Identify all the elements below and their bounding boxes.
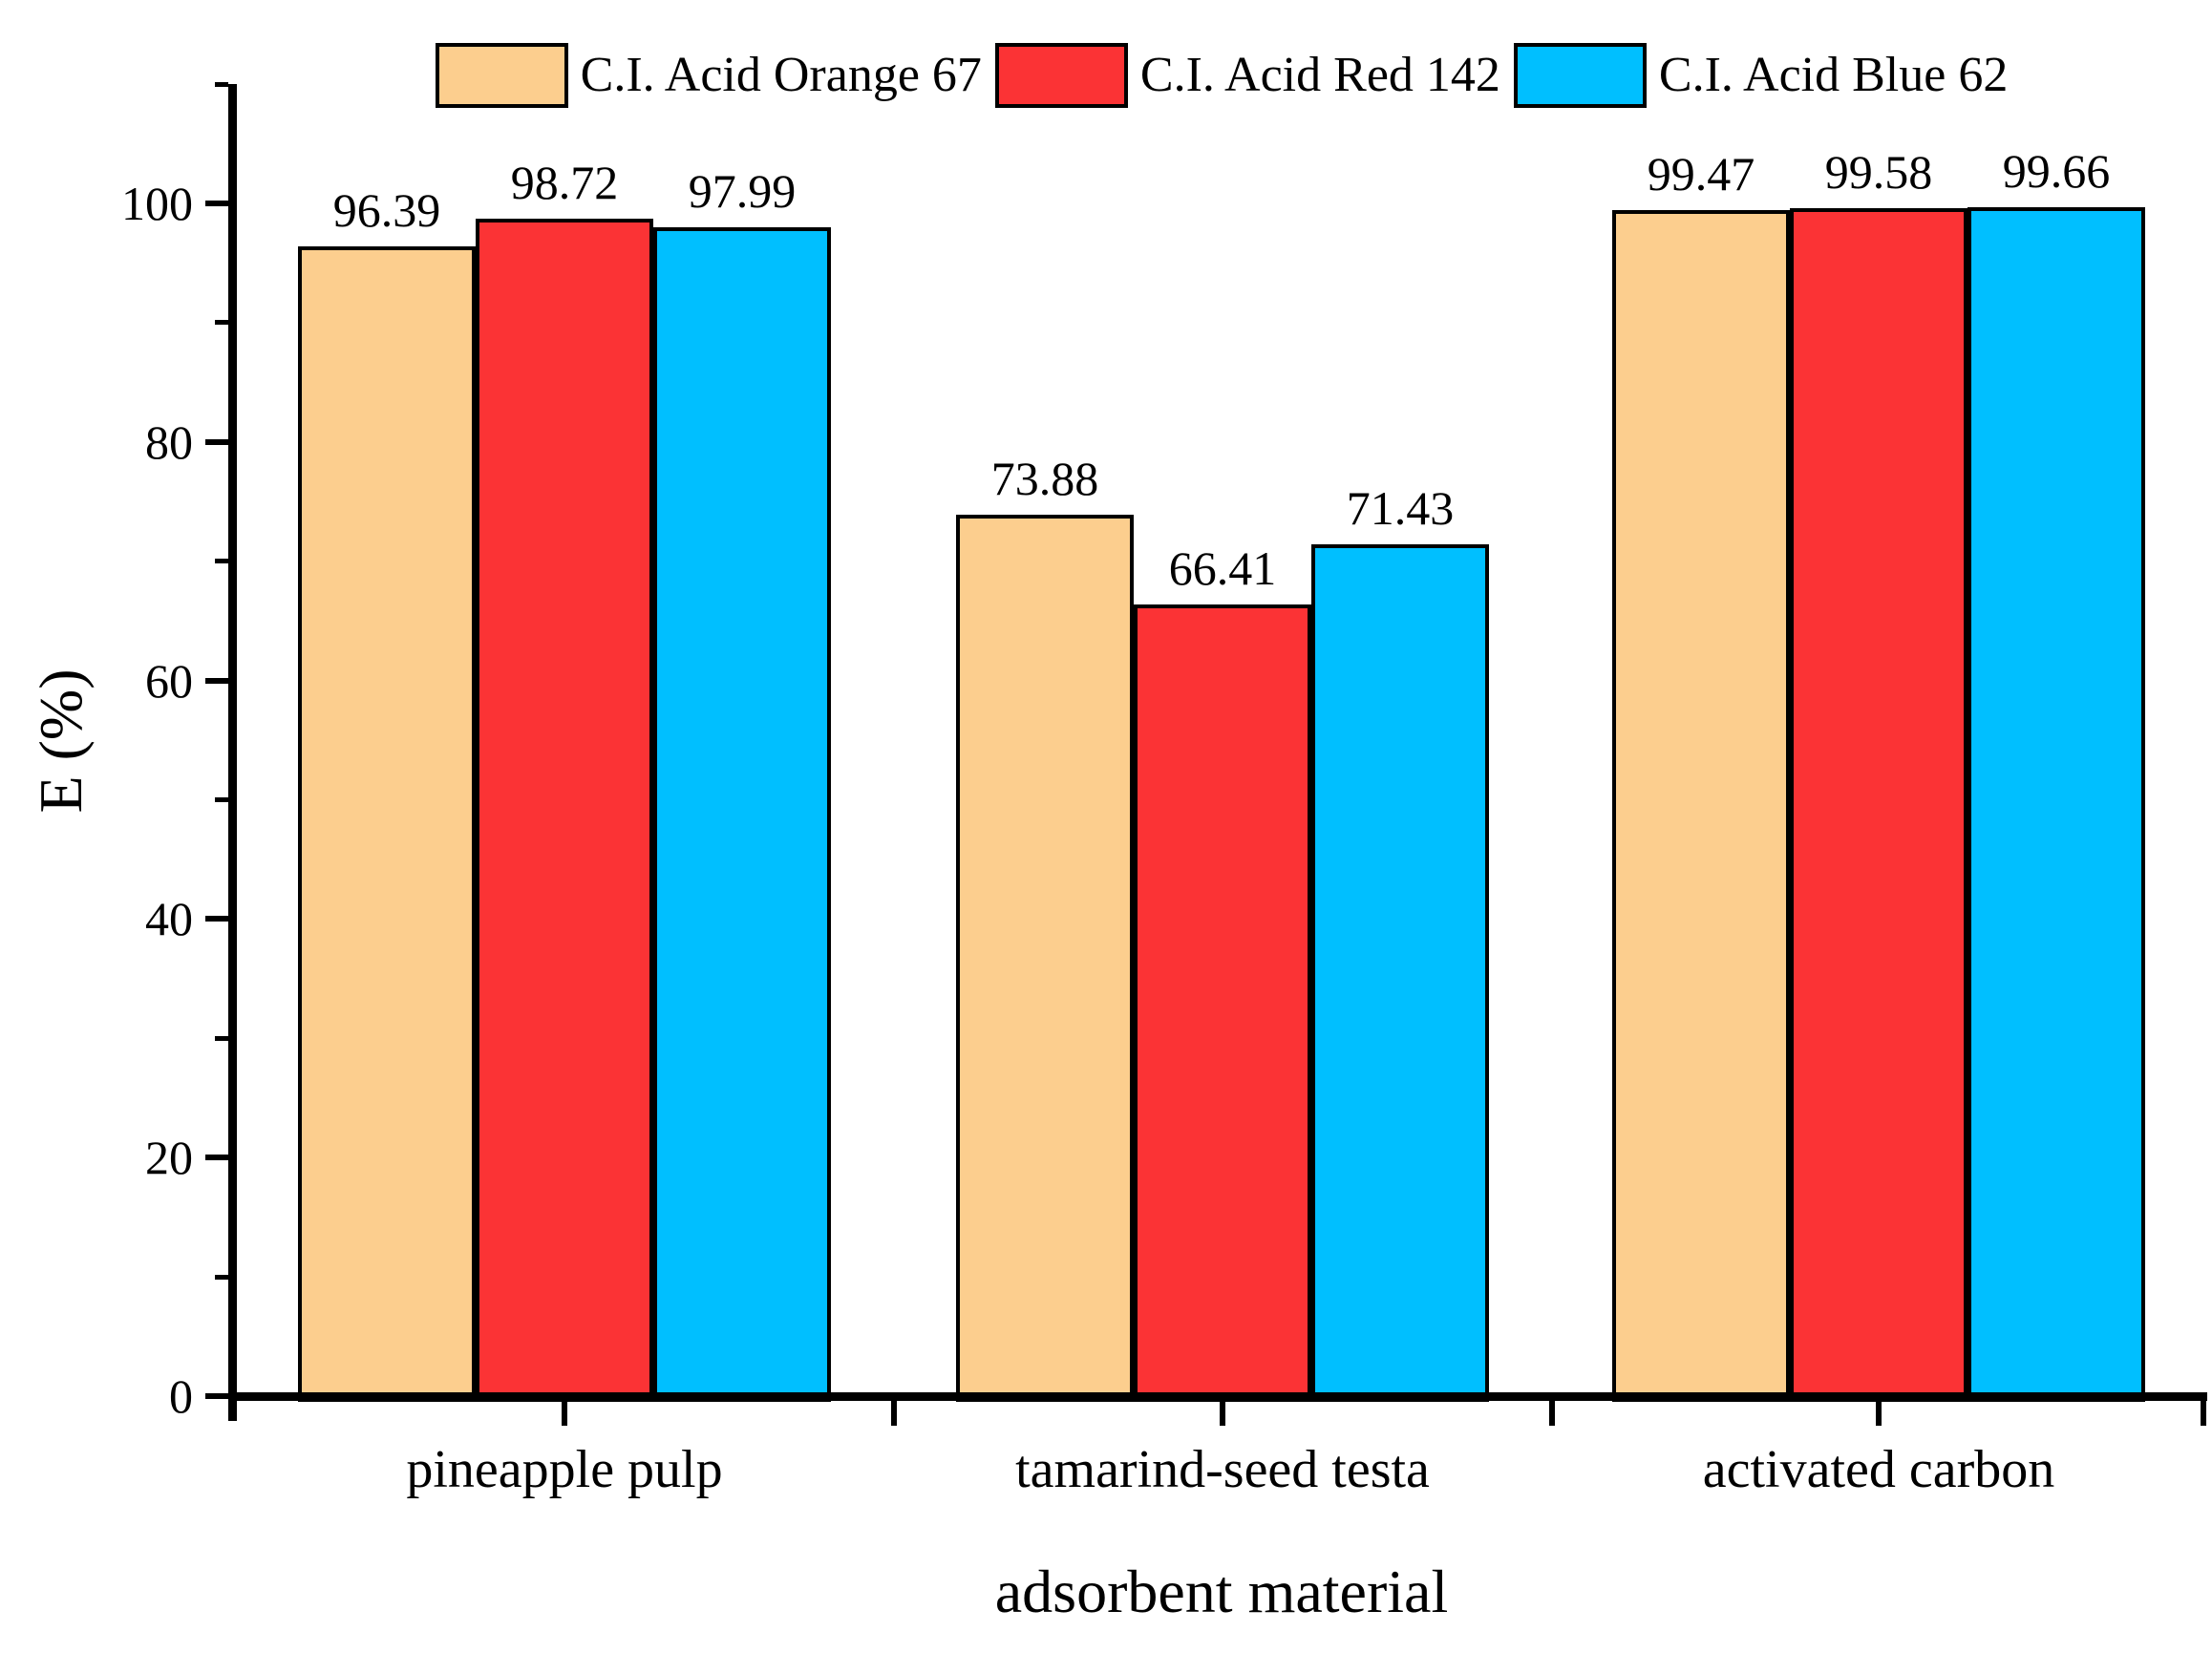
bar-series1-cat2 (956, 515, 1134, 1402)
y-major-tick (205, 677, 228, 684)
y-major-tick (205, 438, 228, 445)
bar-value-label: 66.41 (1168, 540, 1277, 595)
y-axis-title: E (%) (27, 668, 95, 814)
bar-series2-cat1 (476, 218, 653, 1402)
legend-swatch-red-icon (994, 43, 1128, 108)
y-minor-tick (215, 559, 228, 564)
bar-value-label: 99.58 (1824, 145, 1933, 200)
x-tick (1220, 1401, 1225, 1426)
x-tick (1548, 1401, 1555, 1426)
bar-series3-cat3 (1967, 207, 2145, 1402)
bar-value-label: 99.47 (1647, 146, 1755, 201)
y-tick-label: 60 (145, 653, 193, 708)
legend-label-red: C.I. Acid Red 142 (1139, 48, 1500, 102)
y-tick-label: 0 (169, 1369, 193, 1423)
y-tick-label: 80 (145, 414, 193, 469)
y-major-tick (205, 1155, 228, 1161)
x-category-label: pineapple pulp (406, 1440, 723, 1499)
y-major-tick (205, 916, 228, 922)
x-category-label: activated carbon (1702, 1440, 2055, 1499)
y-axis-line (228, 84, 237, 1421)
y-major-tick (205, 201, 228, 206)
x-tick (2201, 1401, 2206, 1426)
bar-value-label: 96.39 (332, 183, 441, 238)
legend-swatch-orange-icon (435, 43, 568, 108)
x-axis-line (228, 1392, 2207, 1401)
bar-series3-cat2 (1311, 543, 1489, 1402)
bar-value-label: 71.43 (1346, 480, 1455, 535)
y-minor-tick (215, 1274, 228, 1280)
legend-entry-orange: C.I. Acid Orange 67 (435, 43, 982, 108)
bar-series3-cat1 (653, 227, 831, 1402)
legend-label-blue: C.I. Acid Blue 62 (1658, 48, 2009, 102)
x-tick (1876, 1401, 1882, 1426)
bar-value-label: 97.99 (688, 164, 797, 219)
x-tick (890, 1401, 897, 1426)
legend: C.I. Acid Orange 67 C.I. Acid Red 142 C.… (237, 39, 2206, 112)
y-tick-label: 20 (145, 1131, 193, 1185)
legend-entry-red: C.I. Acid Red 142 (994, 43, 1500, 108)
x-tick (562, 1401, 567, 1426)
bar-value-label: 73.88 (990, 452, 1099, 506)
y-major-tick (205, 1393, 228, 1399)
y-minor-tick (215, 797, 228, 802)
y-tick-label: 40 (145, 892, 193, 946)
y-minor-tick (215, 1035, 228, 1041)
bar-series2-cat2 (1134, 604, 1311, 1402)
legend-label-orange: C.I. Acid Orange 67 (580, 48, 982, 102)
y-tick-label: 100 (121, 177, 193, 230)
legend-swatch-blue-icon (1513, 43, 1647, 108)
bar-series1-cat3 (1612, 209, 1790, 1402)
x-axis-title: adsorbent material (994, 1558, 1449, 1625)
y-minor-tick (215, 81, 228, 87)
legend-entry-blue: C.I. Acid Blue 62 (1513, 43, 2009, 108)
bar-series1-cat1 (298, 246, 476, 1402)
x-category-label: tamarind-seed testa (1015, 1440, 1430, 1499)
bar-value-label: 98.72 (510, 155, 619, 209)
bar-value-label: 99.66 (2002, 144, 2111, 199)
y-minor-tick (215, 320, 228, 326)
bar-series2-cat3 (1790, 208, 1967, 1402)
